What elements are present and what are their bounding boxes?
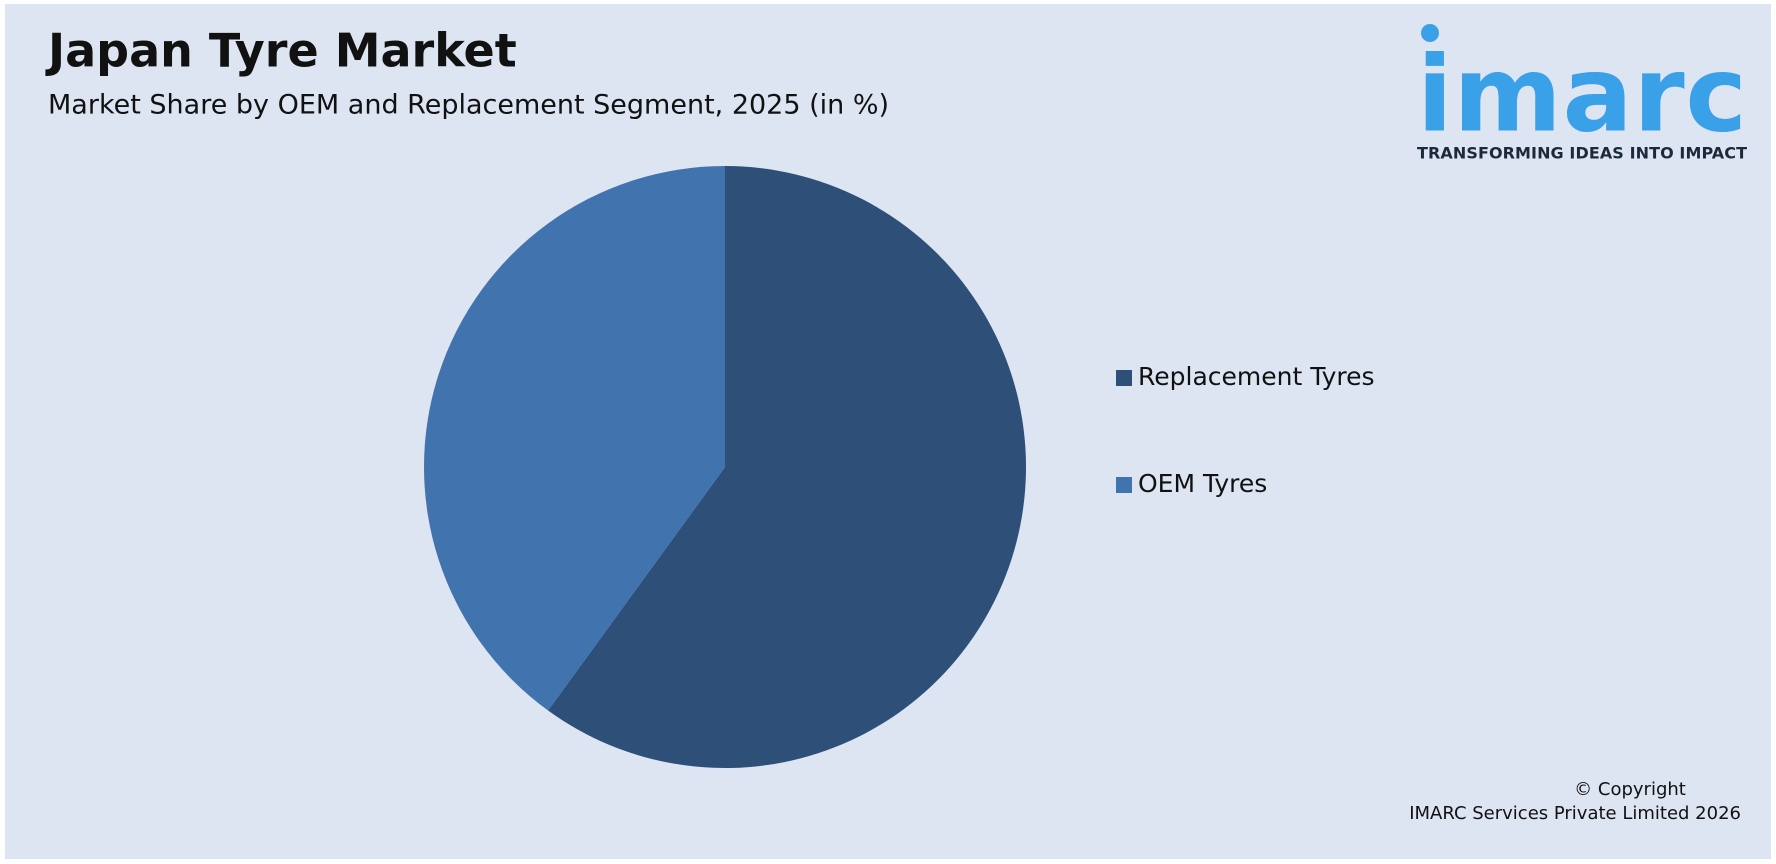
pie-slice [548,166,1026,768]
chart-subtitle: Market Share by OEM and Replacement Segm… [48,90,889,121]
logo-tagline: TRANSFORMING IDEAS INTO IMPACT [1417,144,1747,163]
chart-title: Japan Tyre Market [45,24,517,78]
legend-swatch [1116,370,1132,386]
company: IMARC Services Private Limited 2026 [1409,803,1741,824]
legend-swatch [1116,477,1132,493]
logo-dot [1421,24,1439,42]
copyright: © Copyright [1574,779,1686,800]
logo: imarc [1417,33,1747,155]
pie-slice [424,166,725,711]
legend-label: Replacement Tyres [1138,362,1375,391]
legend-label: OEM Tyres [1138,469,1267,498]
